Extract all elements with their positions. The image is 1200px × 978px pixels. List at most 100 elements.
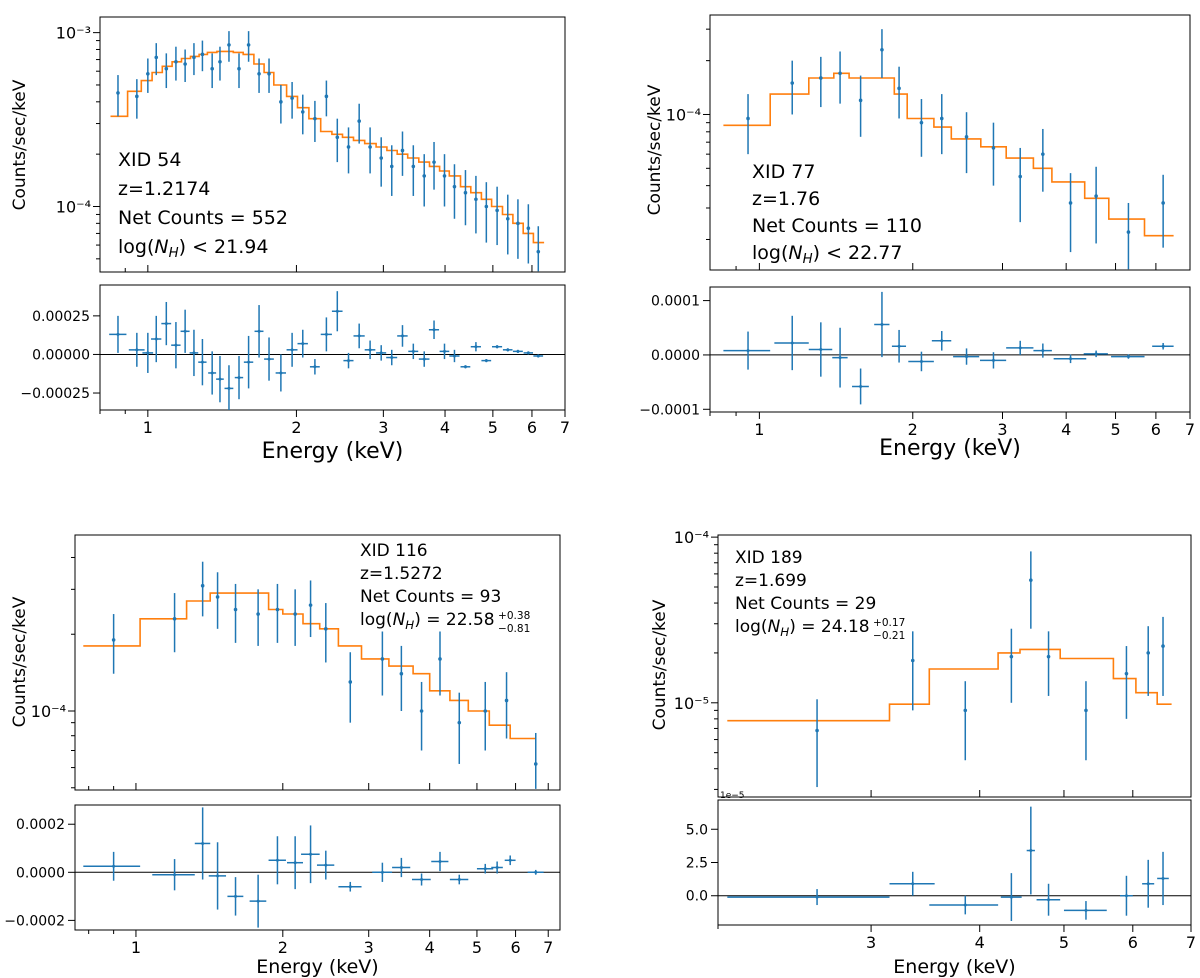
residual-y-tick-label: −0.0002: [4, 913, 65, 929]
residual-point: [218, 377, 222, 381]
data-point: [1041, 152, 1045, 156]
data-point: [183, 62, 187, 66]
model-step-line: [727, 648, 1172, 722]
annotation-line: Net Counts = 552: [118, 207, 288, 229]
x-tick-label: 2: [278, 938, 288, 957]
y-tick-label: 10⁻³: [56, 24, 91, 43]
residual-point: [838, 356, 842, 360]
x-axis-label: Energy (keV): [879, 436, 1021, 461]
residual-point: [256, 899, 260, 903]
annotation-line: log(NH) < 22.77: [752, 242, 902, 267]
residual-point: [819, 348, 823, 351]
x-tick-label: 7: [1185, 420, 1195, 439]
residual-point: [965, 355, 969, 359]
x-tick-label: 2: [908, 420, 918, 439]
x-tick-label: 6: [527, 418, 537, 437]
annotation-line: XID 77: [752, 161, 815, 183]
data-point: [1018, 174, 1023, 179]
data-point: [1126, 230, 1131, 234]
residual-point: [474, 345, 478, 349]
residual-point: [411, 349, 415, 353]
residual-point: [257, 329, 261, 333]
spectrum-panel-xid-116: 10⁻⁴ 1 2 3 4 5 6 7 −0.0002 0.0000 0.0002 Counts/sec…: [4, 534, 561, 978]
residual-point: [536, 354, 540, 358]
y-tick-label: 10⁻⁴: [674, 528, 709, 547]
data-point: [442, 174, 447, 178]
residual-point: [201, 841, 205, 845]
residual-point: [911, 882, 915, 886]
residual-point: [1069, 357, 1073, 361]
data-point: [1094, 194, 1098, 198]
residual-y-tick-label: 0.0: [686, 889, 708, 905]
annotation-line: Net Counts = 29: [735, 594, 876, 614]
residual-point: [347, 359, 351, 363]
residual-point: [1084, 908, 1088, 912]
data-point: [939, 116, 944, 121]
annotation-line: z=1.699: [735, 571, 807, 591]
residual-point: [897, 344, 901, 348]
x-tick-label: 6: [1151, 420, 1161, 439]
data-point: [210, 66, 214, 71]
annotation-lower-error: −0.81: [498, 623, 530, 635]
annotation-line: Net Counts = 93: [360, 587, 501, 607]
x-tick-label: 1: [754, 420, 764, 439]
residual-point: [324, 332, 328, 336]
residual-point: [495, 866, 499, 869]
data-point: [526, 226, 531, 231]
residual-point: [335, 309, 339, 313]
annotation-line: z=1.5272: [360, 564, 443, 584]
x-tick-label: 4: [1061, 420, 1071, 439]
residual-point: [495, 345, 499, 349]
data-point: [1161, 201, 1165, 205]
data-point: [348, 680, 353, 684]
residual-point: [1161, 876, 1165, 880]
residual-point: [267, 357, 271, 361]
data-point: [746, 116, 750, 121]
y-tick-label: 10⁻⁵: [674, 694, 709, 713]
data-point: [858, 98, 863, 103]
x-tick-label: 7: [1186, 933, 1196, 952]
data-point: [880, 47, 884, 52]
residual-point: [463, 365, 467, 369]
data-point: [419, 709, 424, 713]
annotation-lower-error: −0.21: [873, 630, 905, 642]
residual-point: [116, 332, 120, 336]
residual-axes-frame: [709, 286, 1191, 413]
data-point: [324, 94, 329, 99]
annotation-line: log(NH) < 21.94: [118, 236, 268, 261]
data-point: [279, 100, 283, 104]
residual-point: [174, 343, 178, 347]
data-point: [399, 671, 404, 676]
data-point: [536, 249, 541, 254]
residual-point: [164, 322, 168, 326]
data-point: [324, 627, 328, 631]
residual-point: [368, 348, 372, 352]
x-tick-label: 6: [510, 938, 520, 957]
y-tick-label: 10⁻⁴: [31, 702, 66, 721]
data-point: [474, 197, 478, 202]
annotation-upper-error: +0.38: [498, 610, 530, 622]
data-point: [495, 208, 499, 213]
data-point: [484, 204, 489, 209]
residual-point: [237, 376, 241, 380]
data-point: [457, 720, 462, 725]
residual-point: [309, 852, 313, 856]
x-tick-label: 3: [997, 420, 1007, 439]
residual-point: [1018, 346, 1022, 350]
residual-point: [1126, 355, 1130, 359]
x-tick-label: 1: [131, 938, 141, 957]
y-axis-label: Counts/sec/keV: [645, 84, 665, 215]
residual-point: [380, 870, 384, 874]
data-point: [227, 43, 231, 47]
data-point: [422, 174, 427, 178]
data-point: [411, 164, 416, 169]
residual-point: [859, 384, 863, 388]
residual-point: [526, 351, 530, 355]
data-point: [215, 595, 220, 599]
residual-y-tick-label: 0.0000: [16, 865, 65, 881]
x-tick-label: 7: [543, 938, 553, 957]
residual-y-tick-label: 0.0000: [651, 348, 700, 364]
main-axes-frame: [74, 534, 561, 791]
x-tick-label: 4: [425, 938, 435, 957]
data-point: [218, 59, 222, 64]
